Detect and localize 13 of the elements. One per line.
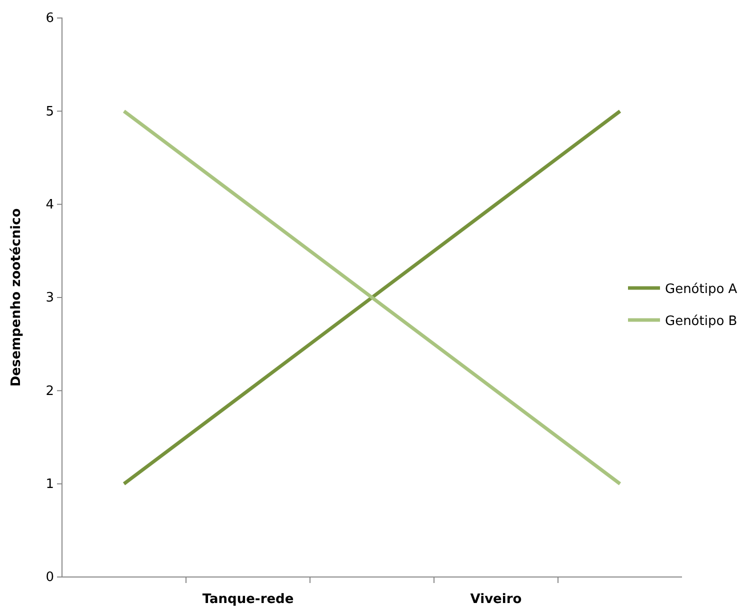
y-axis-title: Desempenho zootécnico: [9, 208, 24, 387]
y-tick-label: 3: [46, 290, 54, 306]
y-tick-label: 5: [46, 104, 54, 120]
y-tick-label: 1: [46, 476, 54, 492]
x-tick-label: Tanque-rede: [202, 592, 294, 607]
line-series: [122, 109, 622, 486]
y-tick-label: 0: [46, 570, 54, 586]
y-tick-label: 2: [46, 384, 54, 399]
legend-label: Genótipo A: [665, 282, 738, 297]
y-tick-label: 4: [46, 197, 54, 212]
legend-label: Genótipo B: [665, 314, 738, 329]
x-tick-label: Viveiro: [470, 592, 522, 607]
y-tick-label: 6: [46, 11, 54, 26]
